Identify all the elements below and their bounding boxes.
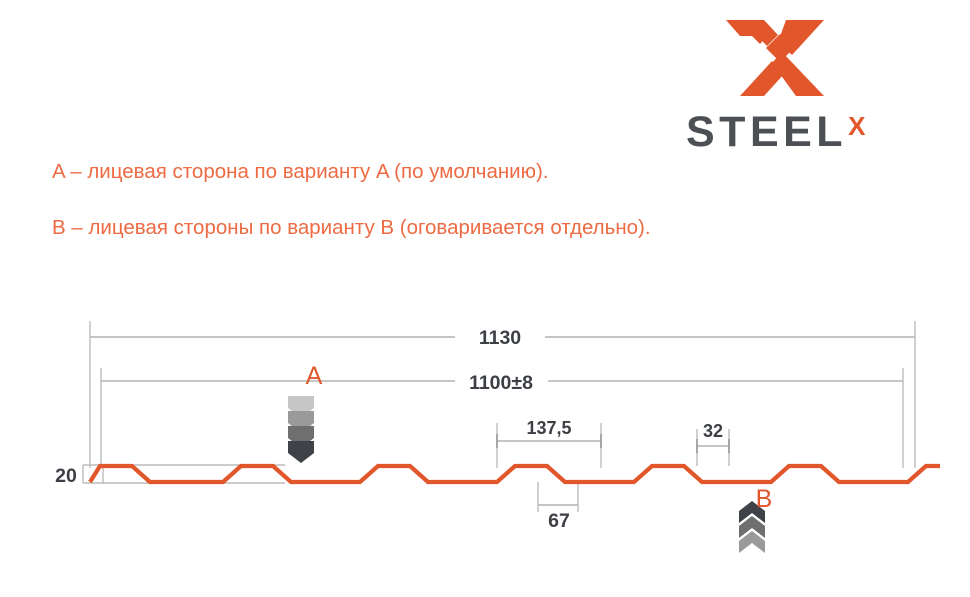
marker-a: A [284,364,344,389]
note-variant-a: A – лицевая сторона по варианту A (по ум… [52,160,549,183]
brand-wordmark: STEEL X [686,110,916,154]
note-variant-b: B – лицевая стороны по варианту B (огова… [52,216,651,239]
dimension-useful-width-label: 1100±8 [469,372,533,394]
wordmark-superscript-x: X [848,111,866,141]
extension-lines [89,321,916,468]
dimension-overall-width: 1130 [90,327,915,349]
brand-logo: STEEL X [686,14,916,154]
marker-a-chevrons [288,396,314,463]
steel-x-logo-icon [720,14,830,102]
marker-b: B [734,487,794,512]
dimension-rib-top-width-label: 32 [703,421,723,441]
dimension-rib-top-width: 32 [696,421,730,466]
dimension-rib-pitch-label: 137,5 [526,418,571,438]
corrugated-profile-outline [88,463,940,485]
marker-a-label: A [305,362,323,390]
wordmark-text: STEEL [686,108,848,156]
marker-b-label: B [755,485,773,513]
dimension-overall-width-label: 1130 [479,327,521,349]
marker-b-chevrons [739,501,765,553]
dimension-profile-height-label: 20 [55,465,77,487]
dimension-rib-pitch: 137,5 [496,418,602,468]
dimension-valley-width-label: 67 [548,510,570,532]
dimension-useful-width: 1100±8 [101,372,903,394]
dimension-valley-width: 67 [537,482,579,532]
